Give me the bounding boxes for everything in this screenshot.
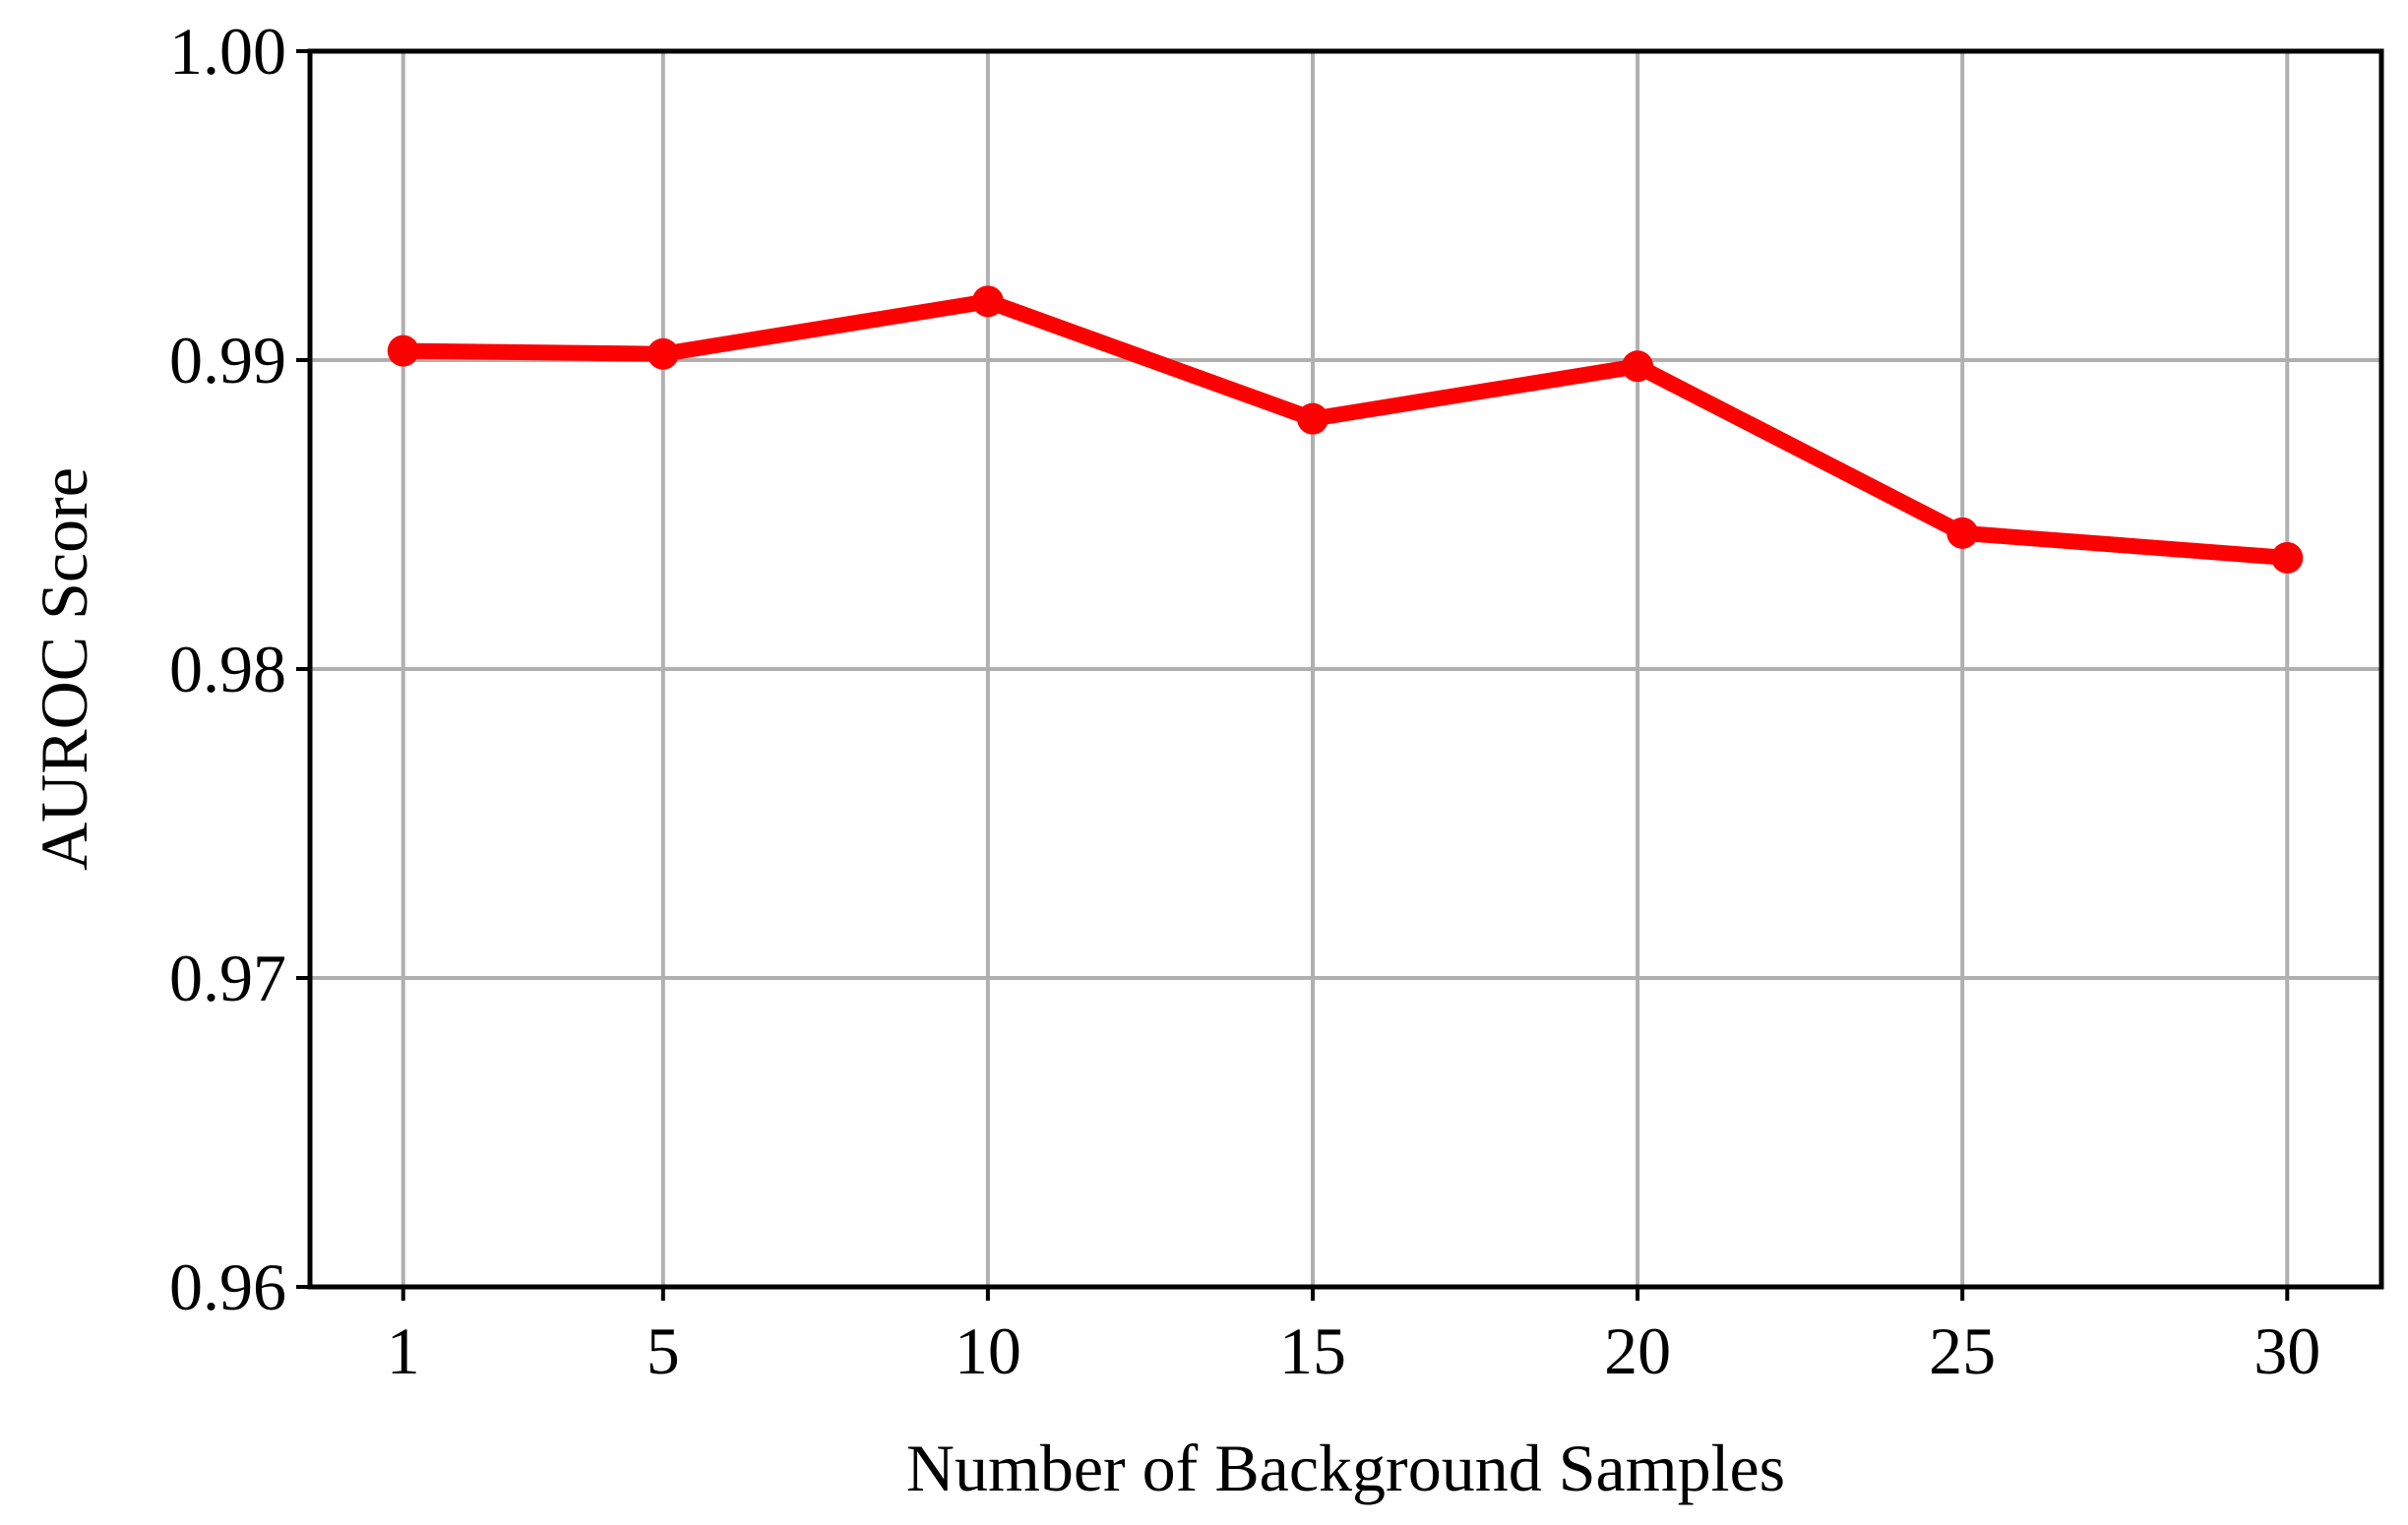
x-axis-ticks: 1 5 10 15 20 25 30 (387, 1287, 2320, 1388)
x-tick-label: 10 (955, 1313, 1021, 1388)
data-point (1946, 517, 1979, 549)
x-tick-label: 5 (647, 1313, 680, 1388)
data-point (971, 285, 1004, 318)
series-line (395, 293, 2296, 566)
y-axis-label: AUROC Score (27, 467, 101, 871)
y-tick-label: 1.00 (169, 14, 286, 89)
x-tick-label: 20 (1604, 1313, 1671, 1388)
y-axis-ticks: 0.96 0.97 0.98 0.99 1.00 (169, 14, 310, 1324)
y-tick-label: 0.98 (169, 632, 286, 706)
data-point (387, 335, 419, 367)
y-tick-label: 0.97 (169, 941, 286, 1015)
data-point (647, 337, 679, 370)
x-tick-label: 1 (387, 1313, 420, 1388)
x-tick-label: 30 (2254, 1313, 2320, 1388)
series-layer (387, 285, 2304, 574)
x-tick-label: 15 (1279, 1313, 1346, 1388)
data-point (1296, 402, 1328, 435)
grid-lines (310, 49, 2381, 1289)
data-point (1622, 350, 1654, 383)
x-axis-label: Number of Background Samples (906, 1431, 1785, 1505)
y-tick-label: 0.99 (169, 323, 286, 397)
x-tick-label: 25 (1929, 1313, 1996, 1388)
data-point (2271, 541, 2304, 574)
y-tick-label: 0.96 (169, 1250, 286, 1324)
